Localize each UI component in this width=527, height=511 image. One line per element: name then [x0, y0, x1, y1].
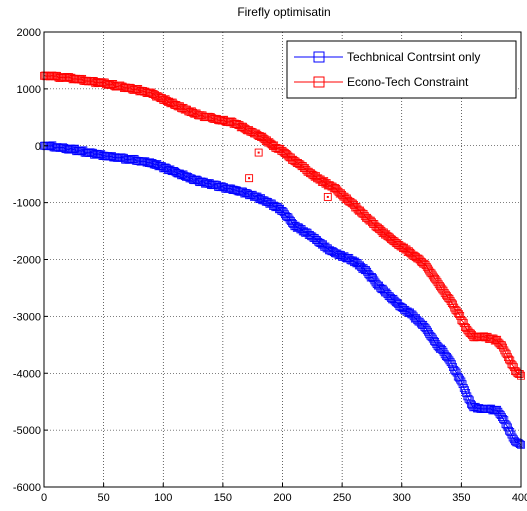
data-point-outlier	[254, 148, 263, 157]
y-tick-label: 1000	[17, 84, 41, 96]
y-tick-label: -6000	[13, 482, 41, 494]
data-point	[463, 392, 472, 401]
data-point	[459, 384, 468, 392]
legend: Techbnical Contrsint only Econo-Tech Con…	[286, 40, 517, 99]
data-point	[456, 375, 465, 384]
legend-box	[286, 40, 517, 99]
y-tick-label: 0	[35, 141, 41, 153]
y-tick-label: -1000	[13, 198, 41, 210]
data-point-outlier-center	[257, 151, 260, 154]
data-point	[515, 440, 524, 448]
data-point-outlier	[245, 174, 254, 183]
x-tick-label: 150	[214, 492, 232, 504]
x-tick-label: 400	[512, 492, 527, 504]
x-tick-label: 0	[41, 492, 47, 504]
data-point-outlier-center	[326, 195, 329, 198]
x-tick-label: 100	[154, 492, 172, 504]
data-point	[514, 439, 523, 447]
legend-label-econo-tech: Econo-Tech Constraint	[347, 75, 469, 89]
y-tick-label: -4000	[13, 368, 41, 380]
x-tick-label: 300	[393, 492, 411, 504]
legend-label-technical: Techbnical Contrsint only	[347, 50, 480, 64]
data-point	[446, 358, 455, 367]
y-tick-label: -2000	[13, 255, 41, 267]
data-point-outlier-center	[248, 177, 251, 180]
x-tick-label: 200	[273, 492, 291, 504]
x-tick-label: 350	[452, 492, 470, 504]
y-tick-label: -5000	[13, 425, 41, 437]
legend-marker-technical	[313, 51, 325, 63]
data-point	[461, 386, 469, 395]
y-tick-label: 2000	[17, 27, 41, 39]
legend-entry-technical: Techbnical Contrsint only	[294, 50, 480, 64]
x-tick-label: 250	[333, 492, 351, 504]
data-point-outlier	[323, 192, 332, 201]
grid	[44, 32, 521, 487]
series-0	[40, 141, 525, 449]
data-point	[515, 370, 524, 378]
y-tick-label: -3000	[13, 311, 41, 323]
x-tick-label: 50	[98, 492, 110, 504]
legend-marker-econo-tech	[313, 76, 325, 88]
axes: 0 50 100 150 200 250 300 350 400 2000 1000 0 -1000 -2…	[13, 27, 527, 504]
data-point	[457, 377, 466, 386]
chart-title: Firefly optimisatin	[237, 5, 330, 19]
legend-entry-econo-tech: Econo-Tech Constraint	[294, 75, 469, 89]
